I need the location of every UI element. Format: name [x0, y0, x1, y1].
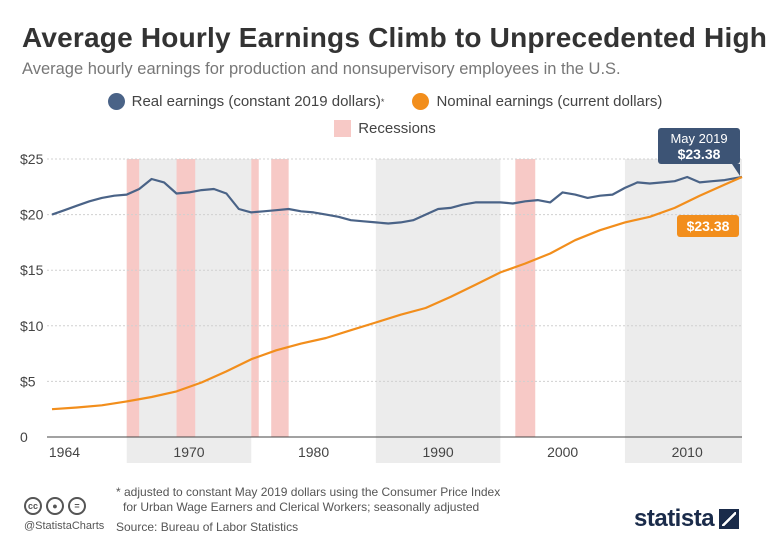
y-tick-label: $10	[20, 318, 44, 334]
footnote-line-1: * adjusted to constant May 2019 dollars …	[116, 485, 501, 499]
real-legend-swatch	[107, 93, 125, 110]
x-tick-label: 2010	[672, 444, 703, 460]
nominal-callout-box	[677, 215, 739, 237]
y-tick-label: $5	[20, 373, 36, 389]
footnote: * adjusted to constant May 2019 dollars …	[116, 485, 500, 515]
legend-item-nominal[interactable]: Nominal earnings (current dollars)	[412, 93, 662, 110]
recession-legend-label: Recessions	[358, 120, 436, 137]
decade-band-2	[624, 159, 742, 463]
x-tick-label: 1964	[49, 444, 80, 460]
real-callout-pointer	[732, 164, 740, 176]
statista-logo[interactable]: statista	[634, 505, 740, 533]
source-note: Source: Bureau of Labor Statistics	[116, 520, 299, 534]
recession-band-0	[126, 159, 140, 437]
real-earnings-line	[51, 175, 743, 225]
decade-band-1	[375, 159, 501, 463]
y-tick-label: 0	[20, 429, 28, 445]
recession-band-4	[515, 159, 536, 437]
y-tick-label: $25	[20, 151, 44, 167]
by-icon[interactable]: ●	[46, 497, 64, 515]
license-icons: cc ● =	[24, 497, 90, 515]
line-chart: 0 $5 $10 $15 $20 $25 1964 1970 1980 1990 2000 2010…	[20, 128, 743, 463]
recession-legend-swatch	[334, 120, 352, 137]
nominal-legend-label: Nominal earnings (current dollars)	[436, 93, 663, 110]
logo-mark-icon	[719, 509, 740, 529]
nd-icon[interactable]: =	[68, 497, 86, 515]
y-tick-label: $15	[20, 262, 44, 278]
y-tick-label: $20	[20, 207, 44, 223]
real-callout-value: $23.38	[678, 146, 721, 162]
social-handle[interactable]: @StatistaCharts	[24, 520, 105, 532]
legend-recessions: Recessions	[0, 120, 770, 137]
real-callout-date: May 2019	[670, 131, 727, 146]
recession-band-2	[251, 159, 259, 437]
legend-item-real[interactable]: Real earnings (constant 2019 dollars) *	[107, 93, 385, 110]
nominal-callout-value: $23.38	[687, 218, 730, 234]
nominal-earnings-line	[51, 175, 743, 411]
x-tick-label: 1990	[423, 444, 454, 460]
legend-item-recessions[interactable]: Recessions	[334, 120, 436, 137]
logo-text: statista	[634, 505, 715, 532]
recession-band-3	[271, 159, 289, 437]
cc-icon[interactable]: cc	[24, 497, 42, 515]
x-tick-label: 1980	[298, 444, 329, 460]
real-legend-sup: *	[380, 96, 385, 107]
page-title: Average Hourly Earnings Climb to Unprece…	[22, 22, 768, 53]
real-legend-label: Real earnings (constant 2019 dollars)	[131, 93, 381, 110]
footnote-line-2: for Urban Wage Earners and Clerical Work…	[123, 500, 480, 514]
x-tick-label: 2000	[547, 444, 578, 460]
legend: Real earnings (constant 2019 dollars) * N…	[0, 93, 770, 110]
nominal-legend-swatch	[412, 93, 430, 110]
page-subtitle: Average hourly earnings for production a…	[22, 60, 621, 78]
x-tick-label: 1970	[173, 444, 204, 460]
recession-band-1	[176, 159, 196, 437]
real-callout-box	[658, 128, 740, 164]
